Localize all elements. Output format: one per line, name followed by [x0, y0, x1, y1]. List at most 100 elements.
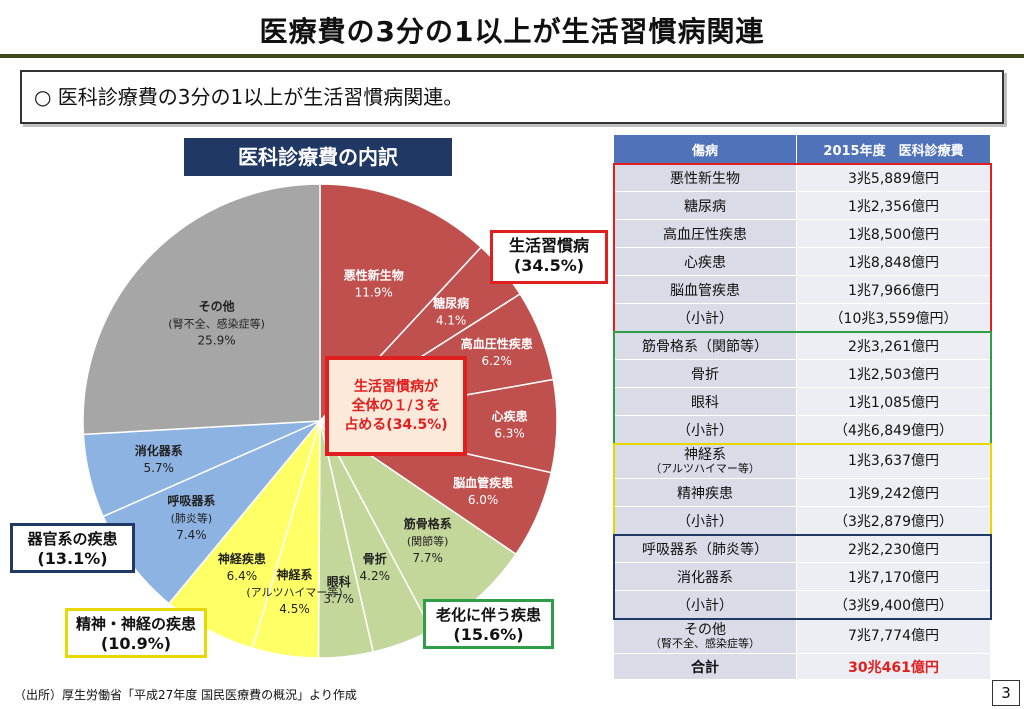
table-row: 高血圧性疾患 1兆8,500億円 — [613, 219, 991, 248]
slice-label: 糖尿病 — [433, 295, 469, 310]
table-cell-disease: 脳血管疾患 — [613, 275, 797, 304]
slice-label: 骨折 — [363, 551, 387, 566]
table-cell-cost: 1兆9,242億円 — [796, 478, 991, 507]
slice-label: 眼科 — [327, 574, 351, 589]
slice-sublabel: (肺炎等) — [171, 511, 213, 525]
group-label: 生活習慣病 — [508, 236, 589, 255]
table-cell-disease: 悪性新生物 — [613, 163, 797, 192]
slice-label: その他 — [199, 298, 235, 313]
disease-note: （アルツハイマー等） — [650, 461, 760, 475]
table-body: 悪性新生物 3兆5,889億円糖尿病 1兆2,356億円 高血圧性疾患 1兆8,500億… — [613, 163, 991, 680]
table-cell-cost: 1兆1,085億円 — [796, 387, 991, 416]
slice-value-label: 25.9% — [198, 333, 236, 347]
slice-value-label: 4.1% — [436, 313, 467, 327]
slice-label: 神経疾患 — [218, 551, 266, 566]
slice-value-label: 11.9% — [355, 286, 393, 300]
column-header-cost: 2015年度 医科診療費 — [796, 134, 991, 164]
disease-name: （小計） — [677, 310, 733, 327]
group-callout-mental: 精神・神経の疾患 (10.9%) — [65, 608, 207, 658]
chart-title: 医科診療費の内訳 — [184, 138, 452, 176]
table-cell-cost: 1兆8,848億円 — [796, 247, 991, 276]
page-title: 医療費の3分の1以上が生活習慣病関連 — [259, 15, 765, 48]
center-annotation-line: 占める(34.5%) — [344, 416, 448, 433]
table-row: 消化器系 1兆7,170億円 — [613, 562, 991, 591]
table-cell-cost: 7兆7,774億円 — [796, 618, 991, 654]
table-cell-disease: 筋骨格系（関節等） — [613, 331, 797, 360]
table-cell-disease: 消化器系 — [613, 562, 797, 591]
total-value: 30兆461億円 — [796, 653, 991, 680]
slice-value-label: 7.7% — [412, 551, 443, 565]
slice-sublabel: (腎不全、感染症等) — [168, 316, 265, 330]
table-cell-cost: 2兆3,261億円 — [796, 331, 991, 360]
page-number: 3 — [992, 680, 1020, 706]
table-row: 脳血管疾患 1兆7,966億円 — [613, 275, 991, 304]
column-header-disease: 傷病 — [613, 134, 797, 164]
group-callout-lifestyle: 生活習慣病 (34.5%) — [490, 230, 608, 284]
summary-box: ○ 医科診療費の3分の1以上が生活習慣病関連。 — [20, 70, 1004, 124]
table-cell-cost: 3兆5,889億円 — [796, 163, 991, 192]
slice-label: 筋骨格系 — [403, 516, 452, 531]
disease-name: 糖尿病 — [684, 198, 726, 215]
table-cell-cost: 1兆3,637億円 — [796, 443, 991, 479]
group-value: (34.5%) — [513, 256, 585, 275]
disease-name: 呼吸器系（肺炎等） — [642, 541, 768, 558]
table-cell-disease: その他 （腎不全、感染症等） — [613, 618, 797, 654]
table-row: （小計） （4兆6,849億円） — [613, 415, 991, 444]
disease-name: 神経系 — [684, 446, 726, 463]
slice-value-label: 6.4% — [227, 569, 258, 583]
center-annotation-line: 全体の１/３を — [351, 397, 441, 414]
slice-value-label: 5.7% — [143, 461, 174, 475]
table-cell-disease: （小計） — [613, 303, 797, 332]
disease-name: 骨折 — [691, 366, 719, 383]
group-value: (15.6%) — [453, 625, 524, 644]
table-cell-disease: 心疾患 — [613, 247, 797, 276]
slice-label: 悪性新生物 — [344, 268, 404, 283]
table-cell-cost: （10兆3,559億円） — [796, 303, 991, 332]
table-row: 精神疾患 1兆9,242億円 — [613, 478, 991, 507]
disease-name: 悪性新生物 — [670, 170, 740, 187]
table-cell-cost: 1兆8,500億円 — [796, 219, 991, 248]
slice-value-label: 4.2% — [360, 569, 391, 583]
table-row: 糖尿病 1兆2,356億円 — [613, 191, 991, 220]
table-cell-disease: （小計） — [613, 415, 797, 444]
table-header-row: 傷病 2015年度 医科診療費 — [613, 134, 991, 164]
table-cell-cost: （3兆2,879億円） — [796, 506, 991, 535]
disease-name: （小計） — [677, 513, 733, 530]
table-row: （小計） （10兆3,559億円） — [613, 303, 991, 332]
table-cell-cost: 1兆7,170億円 — [796, 562, 991, 591]
table-row: 悪性新生物 3兆5,889億円 — [613, 163, 991, 192]
table-row: （小計） （3兆9,400億円） — [613, 590, 991, 619]
table-row: 神経系 （アルツハイマー等） 1兆3,637億円 — [613, 443, 991, 479]
disease-name: 消化器系 — [677, 569, 733, 586]
table-cell-cost: 1兆7,966億円 — [796, 275, 991, 304]
slice-label: 高血圧性疾患 — [461, 336, 533, 351]
cost-table: 傷病 2015年度 医科診療費 悪性新生物 3兆5,889億円糖尿病 1兆2,356… — [613, 134, 991, 680]
table-cell-cost: （4兆6,849億円） — [796, 415, 991, 444]
slice-sublabel: (関節等) — [407, 534, 449, 548]
group-label: 器官系の疾患 — [27, 530, 118, 548]
slice-value-label: 3.7% — [323, 592, 354, 606]
table-cell-disease: 糖尿病 — [613, 191, 797, 220]
table-cell-disease: 高血圧性疾患 — [613, 219, 797, 248]
group-value: (10.9%) — [100, 634, 172, 653]
disease-name: その他 — [684, 621, 726, 638]
center-annotation-line: 生活習慣病が — [354, 378, 438, 395]
group-label: 老化に伴う疾患 — [435, 606, 541, 624]
table-row: 筋骨格系（関節等） 2兆3,261億円 — [613, 331, 991, 360]
table-cell-disease: （小計） — [613, 506, 797, 535]
table-row: 眼科 1兆1,085億円 — [613, 387, 991, 416]
table-cell-cost: 1兆2,356億円 — [796, 191, 991, 220]
slice-value-label: 7.4% — [176, 528, 207, 542]
slice-value-label: 6.2% — [481, 354, 512, 368]
disease-name: 精神疾患 — [677, 485, 733, 502]
group-value: (13.1%) — [37, 549, 108, 568]
table-total-row: 合計 30兆461億円 — [613, 653, 991, 680]
disease-name: （小計） — [677, 422, 733, 439]
disease-name: 脳血管疾患 — [670, 282, 740, 299]
slice-value-label: 4.5% — [279, 602, 310, 616]
table-row: （小計） （3兆2,879億円） — [613, 506, 991, 535]
title-divider — [0, 54, 1024, 58]
slice-label: 神経系 — [276, 567, 312, 582]
table-cell-disease: 呼吸器系（肺炎等） — [613, 534, 797, 563]
source-note: （出所）厚生労働省「平成27年度 国民医療費の概況」より作成 — [14, 688, 357, 702]
